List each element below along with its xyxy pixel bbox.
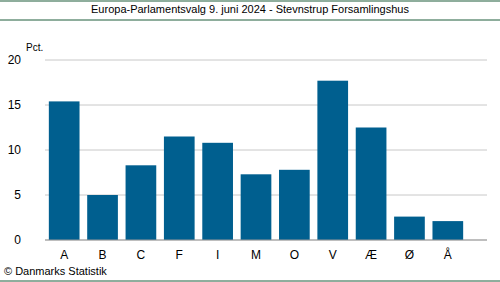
grid-line bbox=[45, 60, 487, 61]
bar bbox=[126, 165, 157, 240]
x-tick-label: O bbox=[290, 248, 299, 262]
frame-line bbox=[0, 281, 500, 282]
x-tick-label: F bbox=[176, 248, 183, 262]
bar bbox=[317, 81, 348, 240]
x-axis bbox=[45, 240, 487, 241]
x-tick-label: I bbox=[216, 248, 219, 262]
x-tick-label: A bbox=[60, 248, 68, 262]
x-tick-label: Æ bbox=[365, 248, 377, 262]
grid-line bbox=[45, 105, 487, 106]
title-line bbox=[0, 20, 500, 21]
grid-line bbox=[45, 240, 487, 241]
x-tick-label: Ø bbox=[405, 248, 414, 262]
bar bbox=[394, 217, 425, 240]
bar bbox=[49, 101, 80, 240]
y-tick-label: 20 bbox=[8, 53, 22, 67]
x-tick-label: B bbox=[99, 248, 107, 262]
y-axis-label: Pct. bbox=[26, 42, 43, 53]
grid-line bbox=[45, 150, 487, 151]
y-tick-label: 15 bbox=[8, 98, 22, 112]
bar bbox=[241, 174, 272, 240]
bars bbox=[49, 81, 463, 240]
chart-container: Europa-Parlamentsvalg 9. juni 2024 - Ste… bbox=[0, 0, 500, 282]
title: Europa-Parlamentsvalg 9. juni 2024 - Ste… bbox=[91, 3, 409, 15]
bar bbox=[87, 195, 118, 240]
chart: Europa-Parlamentsvalg 9. juni 2024 - Ste… bbox=[0, 0, 500, 282]
x-tick-label: M bbox=[251, 248, 261, 262]
bar bbox=[356, 128, 387, 241]
x-tick-label: V bbox=[329, 248, 337, 262]
y-tick-label: 5 bbox=[14, 188, 21, 202]
x-tick-label: C bbox=[137, 248, 146, 262]
bar bbox=[202, 143, 233, 240]
bar bbox=[164, 137, 195, 241]
bar bbox=[432, 221, 463, 240]
bar bbox=[279, 170, 310, 240]
y-tick-label: 0 bbox=[14, 233, 21, 247]
x-tick-label: Å bbox=[444, 247, 452, 262]
frame-line bbox=[0, 1, 500, 2]
y-tick-label: 10 bbox=[8, 143, 22, 157]
source: © Danmarks Statistik bbox=[4, 265, 107, 277]
